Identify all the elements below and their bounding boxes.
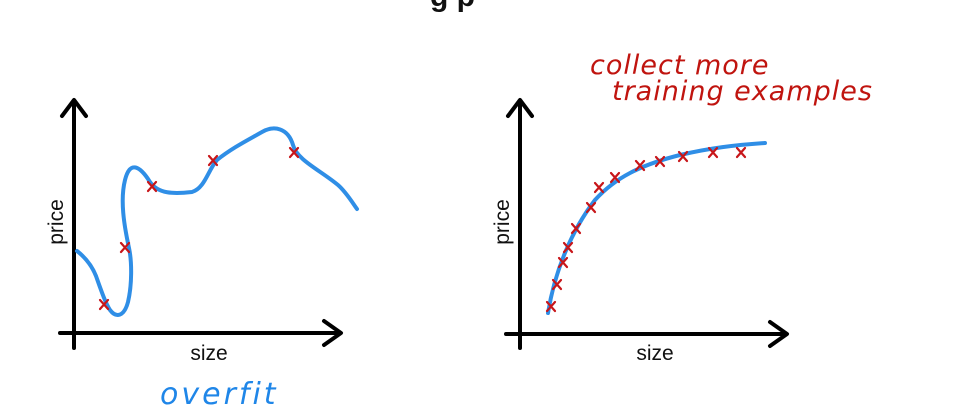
right-data-point: [634, 159, 646, 172]
right-data-point: [654, 155, 666, 168]
left-data-point: [207, 154, 219, 167]
left-x-axis-arrow: [322, 319, 343, 347]
left-data-point: [146, 180, 158, 193]
right-data-point: [585, 201, 597, 214]
right-data-point: [562, 241, 574, 254]
left-plot: size price overfit: [45, 98, 359, 412]
right-data-point: [551, 278, 563, 291]
left-data-point: [98, 298, 110, 311]
right-data-point: [557, 256, 569, 269]
right-data-point: [593, 181, 605, 194]
note-line-1: collect more: [590, 50, 770, 81]
right-data-point: [570, 222, 582, 235]
overfit-annotation: overfit: [160, 377, 279, 412]
right-y-axis-arrow: [506, 98, 534, 118]
right-fit-curve: [546, 141, 767, 315]
right-data-point: [545, 300, 557, 313]
right-data-point: [707, 146, 719, 159]
left-y-axis-arrow: [60, 98, 88, 118]
left-y-axis-label: price: [45, 199, 68, 245]
right-x-axis-label: size: [636, 342, 673, 365]
right-x-axis-arrow: [768, 320, 789, 348]
slide-title: g p: [430, 0, 475, 13]
right-y-axis-label: price: [491, 199, 514, 245]
left-overfit-curve: [75, 126, 359, 317]
left-x-axis-label: size: [190, 342, 227, 365]
note-line-2: training examples: [612, 76, 873, 107]
right-data-point: [735, 146, 747, 159]
right-data-point: [609, 171, 621, 184]
right-plot: size price collect more training example…: [491, 50, 873, 365]
left-data-point: [119, 241, 131, 254]
left-data-point: [288, 146, 300, 159]
right-data-point: [677, 150, 689, 163]
